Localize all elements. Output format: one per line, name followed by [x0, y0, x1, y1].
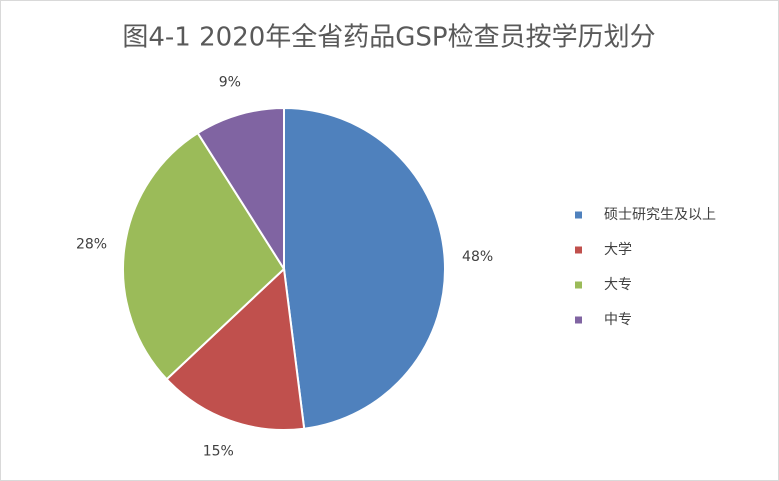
- legend-label: 大学: [604, 242, 632, 258]
- data-label: 15%: [203, 444, 234, 460]
- legend-label: 大专: [604, 277, 632, 293]
- legend-swatch: [575, 211, 582, 219]
- chart-title: 图4-1 2020年全省药品GSP检查员按学历划分: [122, 23, 655, 53]
- legend-swatch: [575, 246, 582, 254]
- pie-slice: [196, 106, 285, 273]
- legend-swatch: [575, 316, 582, 324]
- pie-slice: [165, 266, 306, 431]
- pie-slice: [283, 106, 446, 430]
- legend-label: 中专: [604, 312, 632, 328]
- pie-slice: [122, 131, 286, 381]
- data-label: 28%: [76, 237, 107, 253]
- data-label: 9%: [219, 75, 241, 91]
- legend-swatch: [575, 281, 582, 289]
- data-label: 48%: [462, 249, 493, 265]
- legend-label: 硕士研究生及以上: [604, 207, 716, 223]
